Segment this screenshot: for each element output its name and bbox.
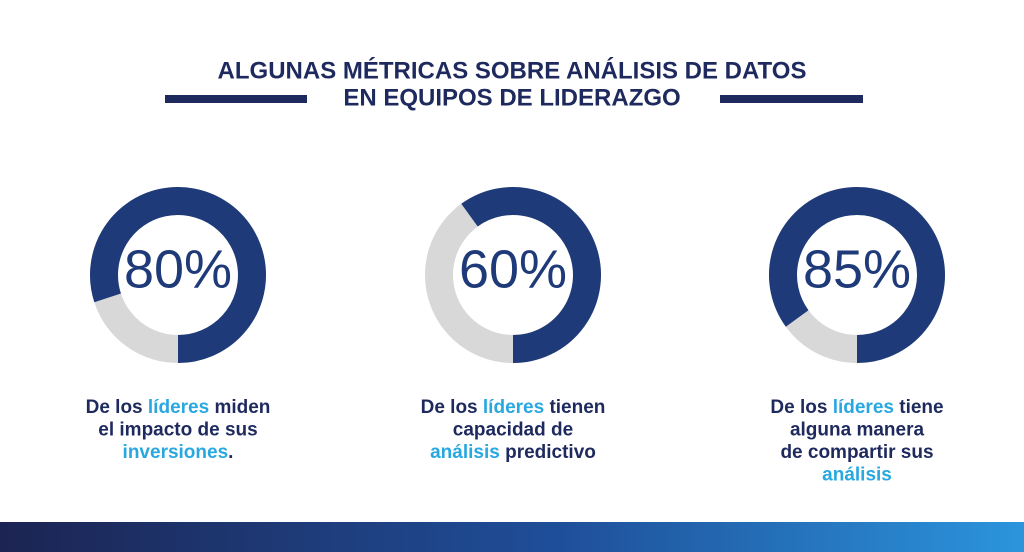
caption-text: De los — [770, 397, 832, 418]
title-rule — [720, 95, 863, 103]
caption-highlight: análisis — [822, 465, 892, 486]
caption-text: tiene — [894, 397, 944, 418]
title-rule — [165, 95, 307, 103]
percent-label: 80% — [124, 239, 232, 299]
donut-arc — [461, 187, 601, 363]
caption-line: De los líderes tiene — [770, 397, 943, 418]
caption-line: inversiones. — [123, 442, 234, 463]
title-line: EN EQUIPOS DE LIDERAZGO — [343, 84, 680, 111]
percent-label: 85% — [803, 239, 911, 299]
footer-band — [0, 522, 1024, 552]
caption-text: miden — [209, 397, 270, 418]
title-line: ALGUNAS MÉTRICAS SOBRE ANÁLISIS DE DATOS — [218, 56, 807, 84]
caption-text: de compartir sus — [780, 442, 933, 463]
caption-highlight: análisis — [430, 442, 500, 463]
caption-text: alguna manera — [790, 420, 925, 441]
caption-highlight: líderes — [148, 397, 209, 418]
caption-text: De los — [86, 397, 148, 418]
caption-line: De los líderes tienen — [421, 397, 606, 418]
caption-text: De los — [421, 397, 483, 418]
caption-highlight: inversiones — [123, 442, 229, 463]
caption-line: análisis — [822, 465, 892, 486]
caption-text: . — [228, 442, 233, 463]
caption-text: el impacto de sus — [98, 420, 257, 441]
percent-label: 60% — [459, 239, 567, 299]
caption-line: análisis predictivo — [430, 442, 596, 463]
caption-line: capacidad de — [453, 420, 573, 441]
caption-highlight: líderes — [833, 397, 894, 418]
caption-line: alguna manera — [790, 420, 925, 441]
caption-line: de compartir sus — [780, 442, 933, 463]
caption-text: tienen — [544, 397, 605, 418]
donut-arc — [90, 187, 266, 363]
caption-text: predictivo — [500, 442, 596, 463]
caption-highlight: líderes — [483, 397, 544, 418]
caption-text: capacidad de — [453, 420, 573, 441]
caption-line: De los líderes miden — [86, 397, 271, 418]
donut-arc — [769, 187, 945, 363]
caption-line: el impacto de sus — [98, 420, 257, 441]
